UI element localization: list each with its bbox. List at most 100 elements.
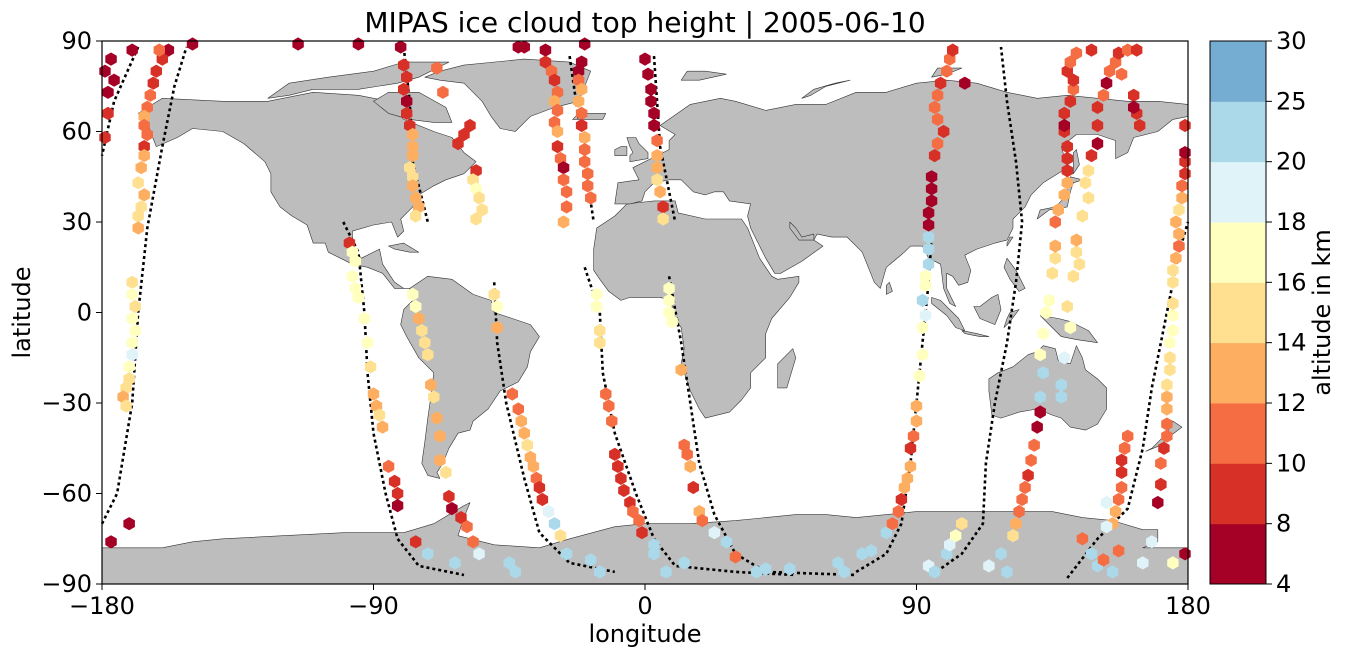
cloud-marker: [627, 505, 639, 519]
cloud-marker: [443, 489, 455, 504]
cloud-marker: [750, 565, 763, 579]
cloud-marker: [1019, 480, 1031, 495]
cloud-marker: [579, 143, 591, 157]
cloud-marker: [654, 185, 666, 199]
cloud-marker: [382, 459, 395, 473]
cloud-marker: [126, 275, 138, 289]
colorbar-tick-label: 20: [1276, 148, 1307, 176]
cloud-marker: [904, 441, 917, 455]
land-philippines: [1003, 257, 1026, 292]
cloud-marker: [105, 52, 117, 66]
cloud-marker: [594, 324, 606, 338]
cloud-marker: [916, 348, 929, 362]
cloud-marker: [1061, 176, 1073, 190]
cloud-marker: [1115, 480, 1128, 495]
cloud-marker: [675, 363, 687, 377]
land-north-america: [137, 92, 477, 289]
cloud-marker: [1173, 227, 1185, 241]
cloud-marker: [1049, 239, 1061, 253]
cloud-marker: [648, 547, 660, 561]
cloud-marker: [428, 390, 440, 404]
cloud-marker: [352, 37, 365, 51]
cloud-marker: [922, 206, 935, 220]
cloud-marker: [551, 140, 564, 154]
cloud-marker: [1176, 179, 1188, 193]
orbit-track-8: [667, 276, 857, 577]
cloud-marker: [1025, 453, 1037, 467]
land-madagascar: [777, 348, 797, 389]
land-uk: [626, 137, 649, 162]
cloud-marker: [1064, 55, 1077, 69]
cloud-marker: [615, 471, 627, 485]
cloud-marker: [440, 465, 452, 479]
cloud-marker: [527, 459, 540, 473]
cloud-marker: [394, 40, 407, 54]
land-ireland: [614, 146, 628, 156]
cloud-marker: [1061, 299, 1073, 314]
cloud-marker: [1167, 263, 1179, 277]
colorbar-segment: [1210, 222, 1266, 283]
y-tick-label: −90: [41, 570, 92, 598]
cloud-marker: [455, 511, 467, 525]
cloud-marker: [548, 73, 561, 87]
cloud-marker: [491, 321, 503, 335]
cloud-marker: [138, 140, 150, 154]
cloud-marker: [398, 82, 410, 96]
land-antarctica: [101, 502, 1189, 585]
cloud-marker: [361, 336, 374, 350]
cloud-marker: [144, 88, 156, 102]
cloud-marker: [886, 517, 899, 531]
cloud-marker: [473, 547, 485, 561]
cloud-marker: [663, 281, 675, 295]
orbit-track-9: [930, 46, 1024, 577]
cloud-marker: [1085, 547, 1098, 561]
cloud-marker: [639, 52, 651, 66]
cloud-marker: [518, 426, 530, 440]
cloud-marker: [720, 535, 733, 549]
cloud-marker: [1167, 275, 1179, 289]
cloud-marker: [1164, 363, 1176, 377]
cloud-marker: [575, 82, 588, 96]
colorbar-tick-label: 18: [1276, 208, 1307, 236]
colorbar-segment: [1210, 161, 1266, 223]
cloud-marker: [925, 170, 938, 184]
cloud-marker: [491, 299, 503, 314]
cloud-marker: [542, 505, 555, 519]
cloud-marker: [1155, 456, 1167, 470]
cloud-marker: [512, 40, 524, 54]
cloud-marker: [660, 565, 672, 579]
cloud-marker: [591, 287, 603, 301]
y-tick-label: −60: [41, 480, 92, 508]
colorbar-tick-label: 8: [1276, 510, 1291, 538]
colorbar-tick-label: 25: [1276, 87, 1307, 115]
cloud-marker: [410, 209, 422, 223]
cloud-marker: [651, 134, 663, 148]
cloud-marker: [1070, 245, 1083, 259]
cloud-marker: [1115, 453, 1128, 467]
cloud-marker: [922, 230, 935, 244]
cloud-marker: [401, 106, 413, 120]
cloud-marker: [388, 474, 401, 488]
orbit-track-1: [100, 46, 188, 525]
x-tick-label: 0: [637, 592, 652, 620]
cloud-marker: [292, 37, 304, 51]
cloud-marker: [521, 438, 534, 452]
cloud-marker: [922, 242, 935, 256]
cloud-marker: [606, 414, 618, 428]
cloud-marker: [582, 167, 594, 181]
cloud-marker: [1055, 390, 1067, 404]
cloud-marker: [407, 170, 419, 184]
orbit-track-4: [492, 282, 616, 574]
cloud-marker: [434, 429, 446, 443]
cloud-marker: [910, 399, 923, 413]
land-south-america: [400, 276, 540, 479]
cloud-marker: [1106, 565, 1119, 579]
cloud-marker: [1091, 100, 1104, 114]
cloud-marker: [560, 547, 573, 561]
cloud-marker: [784, 562, 796, 576]
cloud-marker: [554, 529, 567, 543]
cloud-marker: [1115, 67, 1128, 81]
cloud-marker: [895, 492, 908, 507]
cloud-marker: [609, 447, 621, 461]
